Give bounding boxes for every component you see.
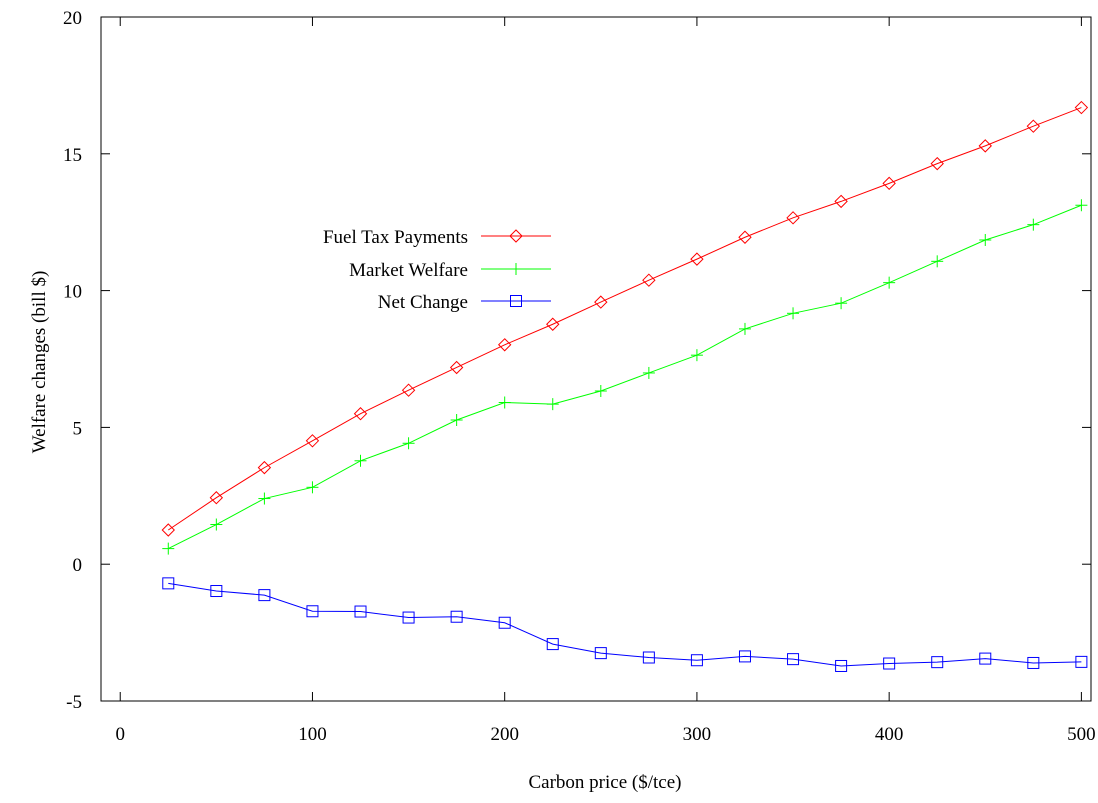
y-tick-label: 5 — [73, 418, 83, 439]
data-point — [1027, 218, 1040, 231]
data-point — [1075, 199, 1088, 212]
data-point — [546, 638, 559, 651]
data-point — [835, 659, 848, 672]
data-point — [450, 610, 463, 623]
data-point — [162, 542, 175, 555]
data-point — [449, 360, 464, 375]
legend-label: Net Change — [378, 292, 468, 313]
data-point — [883, 276, 896, 289]
data-point — [690, 654, 703, 667]
series-net-change — [162, 577, 1088, 672]
data-point — [450, 414, 463, 427]
data-point — [162, 577, 175, 590]
y-tick-label: 15 — [63, 145, 82, 166]
data-point — [978, 139, 992, 153]
legend-marker — [510, 295, 522, 307]
data-point — [210, 518, 223, 531]
data-point — [498, 396, 511, 409]
data-point — [882, 176, 896, 191]
series-line — [168, 107, 1082, 531]
data-point — [979, 233, 992, 246]
data-point — [979, 652, 992, 665]
data-point — [594, 385, 607, 398]
data-point — [738, 650, 751, 663]
data-point — [594, 295, 608, 309]
data-point — [258, 589, 271, 602]
x-tick-label: 200 — [490, 724, 519, 745]
data-point — [257, 460, 272, 475]
data-point — [930, 156, 944, 171]
legend-marker — [509, 229, 523, 243]
x-tick-label: 500 — [1067, 724, 1096, 745]
data-point — [354, 605, 367, 618]
data-point — [690, 252, 704, 266]
data-point — [497, 338, 512, 352]
x-tick-label: 100 — [298, 724, 327, 745]
plot-frame — [100, 16, 1092, 702]
data-point — [498, 616, 511, 629]
data-point — [1027, 656, 1040, 669]
y-tick-label: 20 — [63, 8, 82, 29]
data-point — [1026, 119, 1041, 133]
data-point — [787, 653, 800, 666]
data-point — [834, 194, 848, 209]
y-tick-label: -5 — [66, 692, 82, 713]
x-axis-title: Carbon price ($/tce) — [529, 772, 682, 793]
data-point — [402, 437, 415, 450]
y-axis-title: Welfare changes (bill $) — [29, 271, 50, 454]
data-point — [642, 651, 655, 664]
data-point — [209, 491, 224, 505]
legend-label: Fuel Tax Payments — [323, 227, 468, 248]
series-group — [161, 100, 1089, 672]
axes: 0 100 200 300 400 500 -5 0 5 10 15 20 — [63, 8, 1096, 745]
data-point — [354, 454, 367, 467]
legend-label: Market Welfare — [349, 260, 468, 281]
series-fuel-tax-payments — [161, 100, 1089, 537]
data-point — [835, 297, 848, 310]
data-point — [546, 398, 559, 411]
x-tick-label: 0 — [115, 724, 125, 745]
y-tick-label: 0 — [73, 555, 83, 576]
series-market-welfare — [162, 199, 1088, 555]
data-point — [546, 317, 560, 331]
legend: Fuel Tax Payments Market Welfare Net Chang… — [323, 227, 551, 313]
data-point — [787, 307, 800, 320]
data-point — [402, 611, 415, 624]
data-point — [1074, 100, 1089, 115]
y-tick-label: 10 — [63, 282, 82, 303]
data-point — [642, 273, 656, 287]
x-tick-label: 400 — [875, 724, 904, 745]
data-point — [594, 647, 607, 660]
data-point — [931, 656, 944, 669]
data-point — [738, 322, 751, 335]
data-point — [306, 481, 319, 494]
data-point — [1075, 655, 1088, 668]
data-point — [305, 434, 320, 448]
data-point — [690, 349, 703, 362]
data-point — [161, 523, 175, 537]
data-point — [258, 492, 271, 505]
data-point — [931, 255, 944, 268]
data-point — [306, 605, 319, 618]
data-point — [738, 230, 752, 244]
data-point — [786, 211, 800, 225]
series-line — [168, 204, 1082, 550]
x-tick-label: 300 — [683, 724, 712, 745]
data-point — [883, 657, 896, 670]
data-point — [353, 407, 368, 421]
data-point — [642, 366, 655, 379]
series-line — [168, 582, 1082, 667]
legend-marker — [510, 263, 522, 275]
data-point — [401, 383, 416, 397]
data-point — [210, 585, 223, 598]
